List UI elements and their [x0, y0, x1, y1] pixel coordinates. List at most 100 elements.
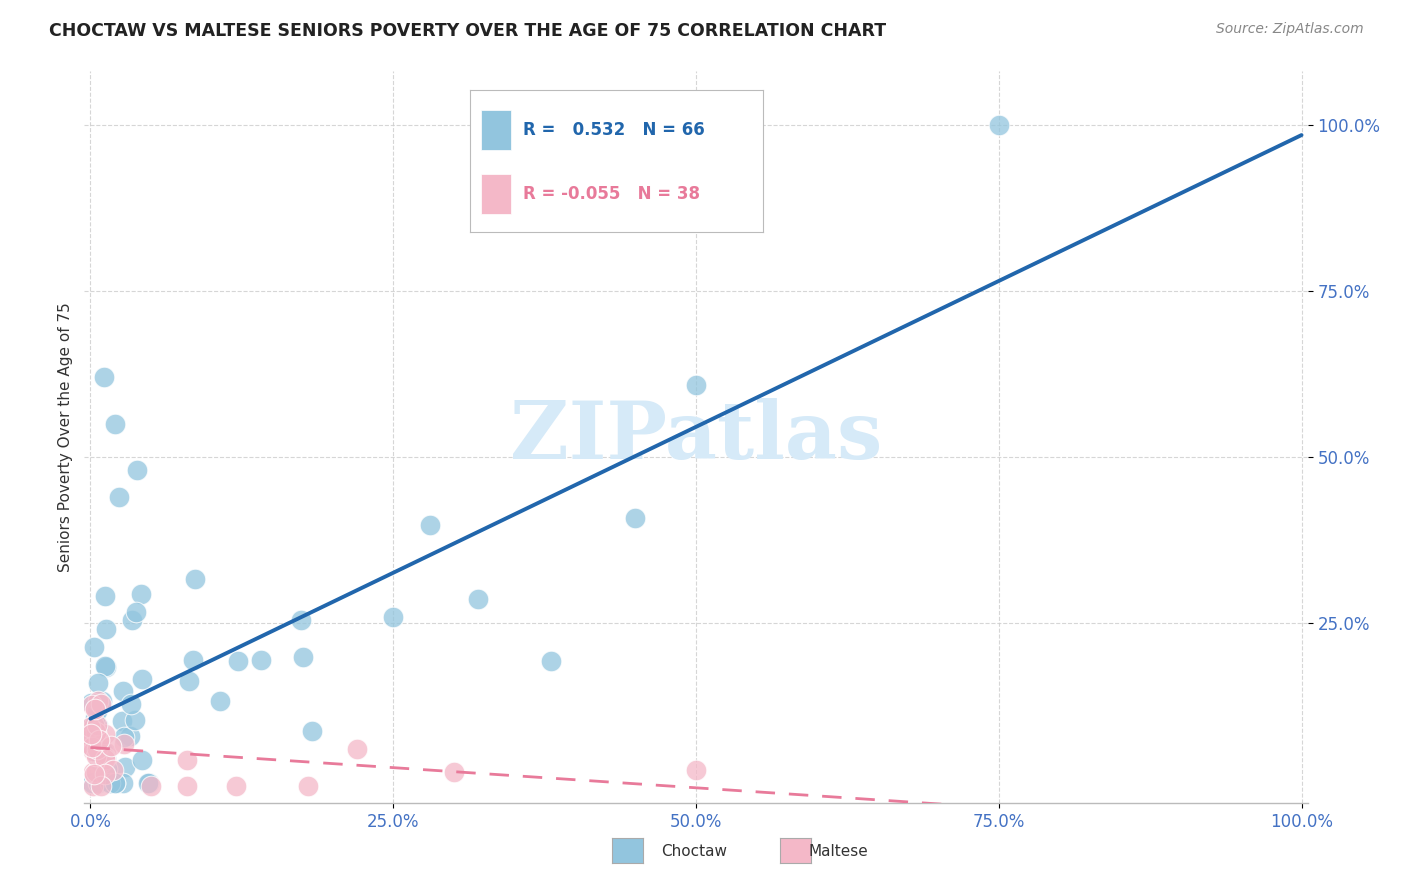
- Point: [467, 591, 489, 606]
- Point: [131, 753, 153, 767]
- Point: [209, 694, 232, 708]
- Point: [987, 118, 1010, 132]
- Point: [297, 779, 319, 793]
- Point: [82, 765, 104, 780]
- Point: [225, 779, 247, 793]
- Point: [80, 740, 103, 755]
- Point: [83, 711, 105, 725]
- Text: ZIPatlas: ZIPatlas: [510, 398, 882, 476]
- Point: [79, 720, 101, 734]
- Point: [80, 727, 103, 741]
- Point: [101, 776, 124, 790]
- Point: [96, 750, 118, 764]
- Point: [83, 718, 105, 732]
- Point: [181, 653, 204, 667]
- Point: [114, 759, 136, 773]
- Point: [86, 694, 108, 708]
- Point: [80, 740, 103, 755]
- Point: [79, 730, 101, 744]
- Point: [94, 745, 117, 759]
- Point: [96, 762, 118, 776]
- Point: [80, 696, 103, 710]
- Text: CHOCTAW VS MALTESE SENIORS POVERTY OVER THE AGE OF 75 CORRELATION CHART: CHOCTAW VS MALTESE SENIORS POVERTY OVER …: [49, 22, 886, 40]
- Point: [94, 727, 117, 741]
- Point: [127, 463, 149, 477]
- Point: [80, 720, 103, 734]
- Point: [290, 613, 312, 627]
- Point: [82, 729, 104, 743]
- Point: [101, 776, 124, 790]
- Point: [94, 770, 117, 784]
- Point: [84, 748, 107, 763]
- Point: [94, 751, 117, 765]
- Point: [136, 776, 159, 790]
- Point: [382, 610, 405, 624]
- Point: [176, 753, 198, 767]
- Point: [80, 739, 103, 754]
- Point: [90, 779, 112, 793]
- Point: [82, 744, 104, 758]
- Point: [249, 653, 271, 667]
- Point: [139, 779, 162, 793]
- Point: [94, 767, 117, 781]
- Point: [90, 749, 112, 764]
- Point: [83, 767, 105, 781]
- Point: [86, 741, 108, 756]
- Point: [91, 744, 114, 758]
- Point: [90, 694, 112, 708]
- Point: [94, 589, 117, 603]
- Point: [104, 417, 127, 431]
- Point: [111, 684, 134, 698]
- Point: [121, 614, 143, 628]
- Y-axis label: Seniors Poverty Over the Age of 75: Seniors Poverty Over the Age of 75: [58, 302, 73, 572]
- Point: [86, 749, 108, 764]
- Point: [94, 750, 117, 764]
- Point: [226, 654, 249, 668]
- Point: [82, 779, 104, 793]
- Point: [94, 622, 117, 636]
- Point: [86, 718, 108, 732]
- Point: [443, 764, 465, 779]
- Point: [177, 673, 200, 688]
- Point: [685, 378, 707, 392]
- Point: [90, 697, 112, 711]
- Point: [86, 704, 108, 718]
- Point: [124, 714, 146, 728]
- Point: [87, 719, 110, 733]
- Point: [100, 739, 122, 754]
- Text: Choctaw: Choctaw: [661, 845, 727, 859]
- Point: [112, 737, 135, 751]
- Point: [80, 739, 103, 754]
- Point: [540, 654, 562, 668]
- Point: [112, 730, 135, 744]
- Point: [86, 727, 108, 741]
- Point: [104, 776, 127, 790]
- Point: [84, 702, 107, 716]
- Point: [176, 779, 198, 793]
- Point: [120, 729, 142, 743]
- Point: [131, 672, 153, 686]
- Point: [87, 733, 110, 747]
- Point: [89, 750, 111, 764]
- Point: [301, 724, 323, 739]
- Point: [98, 776, 121, 790]
- Point: [87, 676, 110, 690]
- Point: [90, 756, 112, 771]
- Point: [87, 776, 110, 790]
- Point: [84, 765, 107, 780]
- Point: [138, 776, 160, 790]
- Point: [291, 649, 314, 664]
- Point: [624, 511, 647, 525]
- Point: [125, 605, 148, 619]
- Point: [108, 490, 131, 504]
- Point: [184, 572, 207, 586]
- Point: [111, 776, 134, 790]
- Text: Maltese: Maltese: [808, 845, 868, 859]
- Point: [418, 518, 440, 533]
- Point: [101, 763, 124, 777]
- Point: [685, 763, 707, 777]
- Point: [93, 370, 115, 384]
- Point: [111, 714, 134, 729]
- Point: [120, 697, 142, 711]
- Point: [82, 698, 104, 713]
